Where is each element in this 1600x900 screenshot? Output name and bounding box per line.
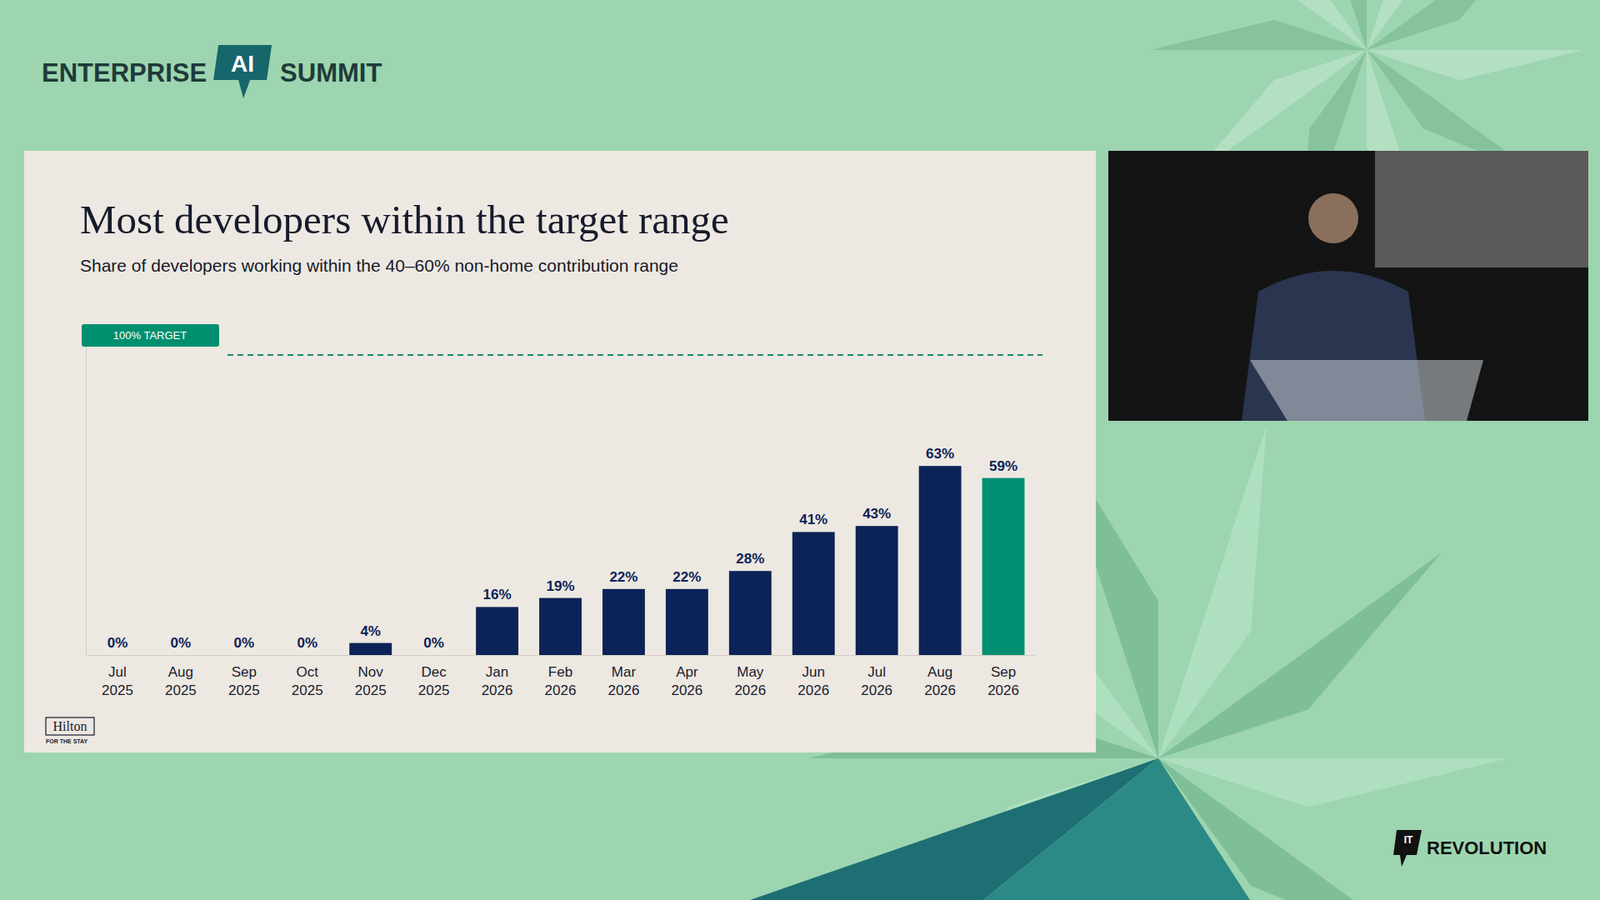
data-label: 41% <box>799 511 828 528</box>
x-tick-label: Feb2026 <box>545 664 577 699</box>
x-tick-label: Aug2025 <box>165 664 197 699</box>
bar <box>665 589 709 655</box>
brand-mark-shape <box>1393 830 1422 867</box>
star-facet <box>1191 0 1367 50</box>
plot-area <box>349 465 1025 655</box>
x-tick-label: May2026 <box>734 664 766 699</box>
event-mark: AI <box>230 50 255 77</box>
data-label: 0% <box>296 635 318 651</box>
x-tick-label: Jul2025 <box>101 664 134 699</box>
x-tick: Jan2026 <box>481 655 514 699</box>
bar <box>412 655 455 656</box>
x-tick-label: Oct2025 <box>291 664 324 699</box>
star-facet <box>1158 552 1442 759</box>
logo-box <box>45 717 95 735</box>
podium <box>1250 360 1484 421</box>
target-label: 100% TARGET <box>113 329 187 342</box>
bar <box>349 643 392 655</box>
x-tick: Feb2026 <box>545 655 577 699</box>
x-tick-label: Sep2026 <box>987 664 1020 699</box>
bar <box>475 606 519 655</box>
data-labels: 0% 0% 0% 0% 4% 0% 16% 19% 22% 22% 28% 41% 43% 63% 59% <box>107 445 1018 651</box>
y-axis <box>85 340 87 656</box>
brand-mark: IT <box>1404 834 1414 846</box>
bar <box>602 589 645 655</box>
x-tick-label: Mar2026 <box>608 664 640 699</box>
data-label: 16% <box>483 586 512 603</box>
x-tick-label: Apr2026 <box>670 664 703 699</box>
x-tick: Jul2026 <box>860 655 893 699</box>
x-tick: Oct2025 <box>291 655 324 699</box>
x-axis-line <box>86 655 1036 656</box>
x-tick: Dec2025 <box>418 655 450 699</box>
event-name: SUMMIT <box>280 58 382 88</box>
data-label: 0% <box>107 635 129 651</box>
star-facet <box>1366 0 1542 50</box>
chart-subtitle: Share of developers working within the 4… <box>80 255 679 275</box>
target-badge <box>81 324 220 347</box>
data-label: 0% <box>234 635 255 651</box>
x-tick-label: Aug2026 <box>924 664 956 699</box>
x-tick: Aug2025 <box>165 655 197 699</box>
x-tick: Nov2025 <box>355 655 387 699</box>
speaker-video <box>1108 150 1589 421</box>
x-tick-label: Jun2026 <box>797 664 830 699</box>
slide-logo: Hilton FOR THE STAY <box>45 717 95 745</box>
x-tick-label: Nov2025 <box>355 664 387 699</box>
bar <box>96 655 140 656</box>
bar <box>729 570 772 655</box>
page: ENTERPRISE AI SUMMIT Most developers within… <box>0 0 1600 900</box>
x-tick-label: Jan2026 <box>481 664 514 699</box>
x-tick: Aug2026 <box>924 655 956 699</box>
x-tick-label: Sep2025 <box>228 664 260 699</box>
bar <box>982 478 1025 655</box>
bar <box>792 531 835 655</box>
star-facet <box>983 758 1250 900</box>
x-tick: Mar2026 <box>608 655 640 699</box>
data-label: 22% <box>609 569 638 585</box>
logo-name: Hilton <box>53 719 88 734</box>
bar <box>222 655 265 656</box>
data-label: 59% <box>989 458 1018 475</box>
x-tick: Sep2026 <box>987 655 1020 699</box>
bar <box>159 655 202 656</box>
x-tick: May2026 <box>734 655 766 699</box>
slide-background <box>24 150 1096 753</box>
video-frame <box>1108 150 1589 421</box>
data-label: 22% <box>672 569 701 585</box>
data-label: 4% <box>360 623 381 640</box>
bar <box>855 525 899 655</box>
y-axis-line <box>85 340 87 656</box>
bar <box>539 598 582 655</box>
data-label: 0% <box>170 635 192 651</box>
video-screen <box>1375 150 1589 268</box>
star-facet <box>1300 0 1367 50</box>
target-line <box>227 354 1043 356</box>
event-name: ENTERPRISE <box>41 58 207 88</box>
brand-logo: IT REVOLUTION <box>1393 830 1547 867</box>
background <box>0 0 1600 900</box>
bar <box>919 465 962 655</box>
logo-tagline: FOR THE STAY <box>45 738 89 745</box>
x-tick: Jun2026 <box>797 655 830 699</box>
data-label: 19% <box>545 578 575 595</box>
x-tick: Sep2025 <box>228 655 260 699</box>
x-tick-label: Jul2026 <box>860 664 893 699</box>
x-axis: Jul2025 Aug2025 Sep2025 Oct2025 Nov2025 Dec20… <box>86 655 1036 699</box>
event-logo: ENTERPRISE AI SUMMIT <box>41 45 382 99</box>
data-label: 28% <box>735 550 765 567</box>
x-tick-label: Dec2025 <box>418 664 450 699</box>
data-label: 0% <box>423 635 445 651</box>
data-label: 63% <box>925 445 955 462</box>
data-label: 43% <box>862 505 891 522</box>
event-mark-shape <box>213 45 272 99</box>
x-tick: Jul2025 <box>101 655 134 699</box>
chart-title: Most developers within the target range <box>80 196 730 243</box>
x-tick: Apr2026 <box>670 655 703 699</box>
brand-name: REVOLUTION <box>1426 837 1547 859</box>
bar <box>285 655 329 656</box>
speaker-head <box>1308 193 1359 244</box>
slide: Most developers within the target range S… <box>24 150 1096 753</box>
